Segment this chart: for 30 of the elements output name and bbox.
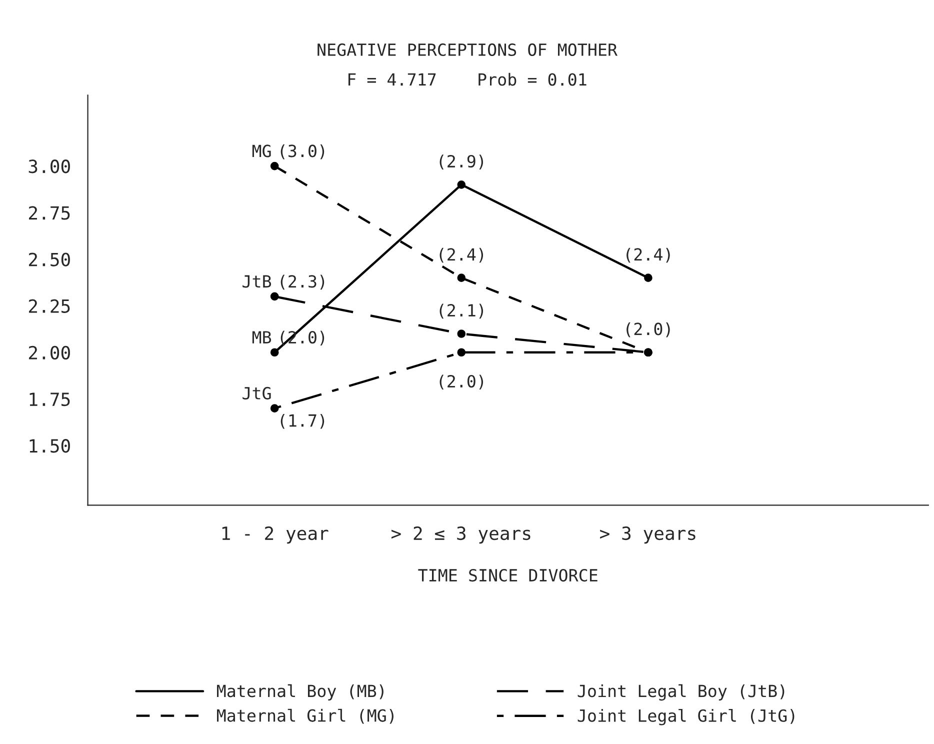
data-label: (1.7) [280,414,324,429]
data-label: (2.1) [440,304,484,319]
x-tick-label: > 3 years [600,526,696,544]
y-tick-label: 2.50 [28,252,70,266]
annotation: MB [252,331,272,344]
y-tick-label: 2.00 [28,346,70,360]
y-tick-label: 2.25 [28,299,70,313]
data-label: (2.0) [626,322,670,338]
data-label: (2.4) [440,248,484,263]
data-label: (2.9) [440,154,484,170]
annotation: JtB [242,275,272,288]
x-axis-title: TIME SINCE DIVORCE [418,568,598,582]
data-label: (2.4) [626,248,670,263]
y-tick-label: 1.75 [30,392,70,406]
annotation: MG [252,144,271,158]
x-tick-label: > 2 ≤ 3 years [392,526,530,544]
data-label: (3.0) [280,144,324,160]
data-label: (2.3) [280,274,324,290]
legend-label: Maternal Girl (MG) [217,708,394,724]
y-tick-label: 1.50 [30,439,70,453]
legend-label: Joint Legal Girl (JtG) [578,708,794,726]
data-label: (2.0) [440,374,484,390]
chart-title: NEGATIVE PERCEPTIONS OF MOTHER [318,43,618,56]
annotation: JtG [242,386,271,400]
y-tick-label: 3.00 [28,160,70,174]
x-tick-label: 1 - 2 year [222,526,328,544]
legend-label: Joint Legal Boy (JtB) [578,684,784,701]
legend-label: Maternal Boy (MB) [217,684,384,700]
y-tick-label: 2.75 [28,206,70,220]
chart-subtitle: F = 4.717 Prob = 0.01 [348,72,586,86]
